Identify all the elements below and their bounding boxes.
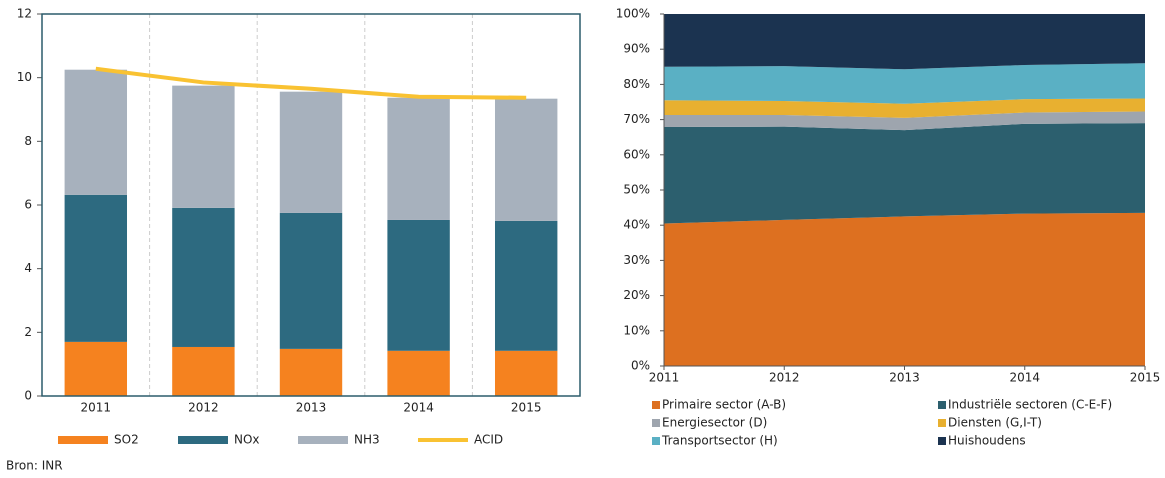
bar-segment [279,212,343,349]
y-tick-label: 0 [24,389,32,403]
x-tick-label: 2012 [188,401,219,415]
legend-swatch [938,401,946,409]
bar-segment [279,91,343,213]
y-tick-label: 70% [623,112,650,126]
legend-swatch [652,437,660,445]
y-tick-label: 10 [17,70,32,84]
area [664,14,1145,70]
line [95,66,527,100]
x-tick-label: 2014 [1009,371,1040,385]
x-tick-label: 2015 [1130,371,1161,385]
legend-label: Industriële sectoren (C-E-F) [948,398,1112,412]
area [664,98,1145,118]
y-tick-label: 100% [616,7,650,21]
bar-segment [387,350,450,396]
legend-swatch [652,419,660,427]
bar-segment [279,348,343,396]
legend-swatch [178,436,228,444]
bar-segment [64,341,128,396]
bar-segment [494,98,558,221]
legend-swatch [938,437,946,445]
area [664,63,1145,104]
bar-segment [64,69,128,195]
area [664,212,1145,366]
y-tick-label: 50% [623,183,650,197]
bar-segment [172,85,235,208]
plot-frame [41,13,581,397]
y-tick-label: 20% [623,288,650,302]
legend-swatch [58,436,108,444]
source-note: Bron: INR [6,459,63,473]
area [664,111,1145,131]
legend-label: SO2 [114,433,139,447]
bar-segment [494,350,558,396]
legend-label: ACID [474,433,503,447]
x-tick-label: 2012 [769,371,800,385]
legend-label: NH3 [354,433,380,447]
bar-segment [387,219,450,351]
legend-swatch [652,401,660,409]
y-tick-label: 2 [24,325,32,339]
y-tick-label: 12 [17,7,32,21]
bar-segment [172,207,235,347]
legend-label: Primaire sector (A-B) [662,398,786,412]
y-tick-label: 90% [623,42,650,56]
legend-label: Huishoudens [948,434,1026,448]
y-tick-label: 30% [623,253,650,267]
y-tick-label: 8 [24,134,32,148]
area [664,123,1145,224]
x-tick-label: 2013 [889,371,920,385]
x-tick-label: 2015 [511,401,542,415]
x-tick-label: 2011 [649,371,680,385]
x-tick-label: 2014 [403,401,434,415]
y-tick-label: 6 [24,198,32,212]
y-tick-label: 60% [623,147,650,161]
x-tick-label: 2011 [81,401,112,415]
x-tick-label: 2013 [296,401,327,415]
legend-label: Energiesector (D) [662,416,767,430]
bar-segment [494,220,558,351]
bar-segment [172,346,235,396]
bar-segment [387,97,450,220]
legend-swatch [298,436,348,444]
y-tick-label: 10% [623,323,650,337]
legend-label: Diensten (G,I-T) [948,416,1042,430]
legend-label: Transportsector (H) [661,434,778,448]
bar-segment [64,194,128,342]
y-tick-label: 80% [623,77,650,91]
y-tick-label: 40% [623,218,650,232]
legend-swatch [938,419,946,427]
legend-label: NOx [234,433,260,447]
y-tick-label: 4 [24,261,32,275]
y-tick-label: 0% [631,359,650,373]
